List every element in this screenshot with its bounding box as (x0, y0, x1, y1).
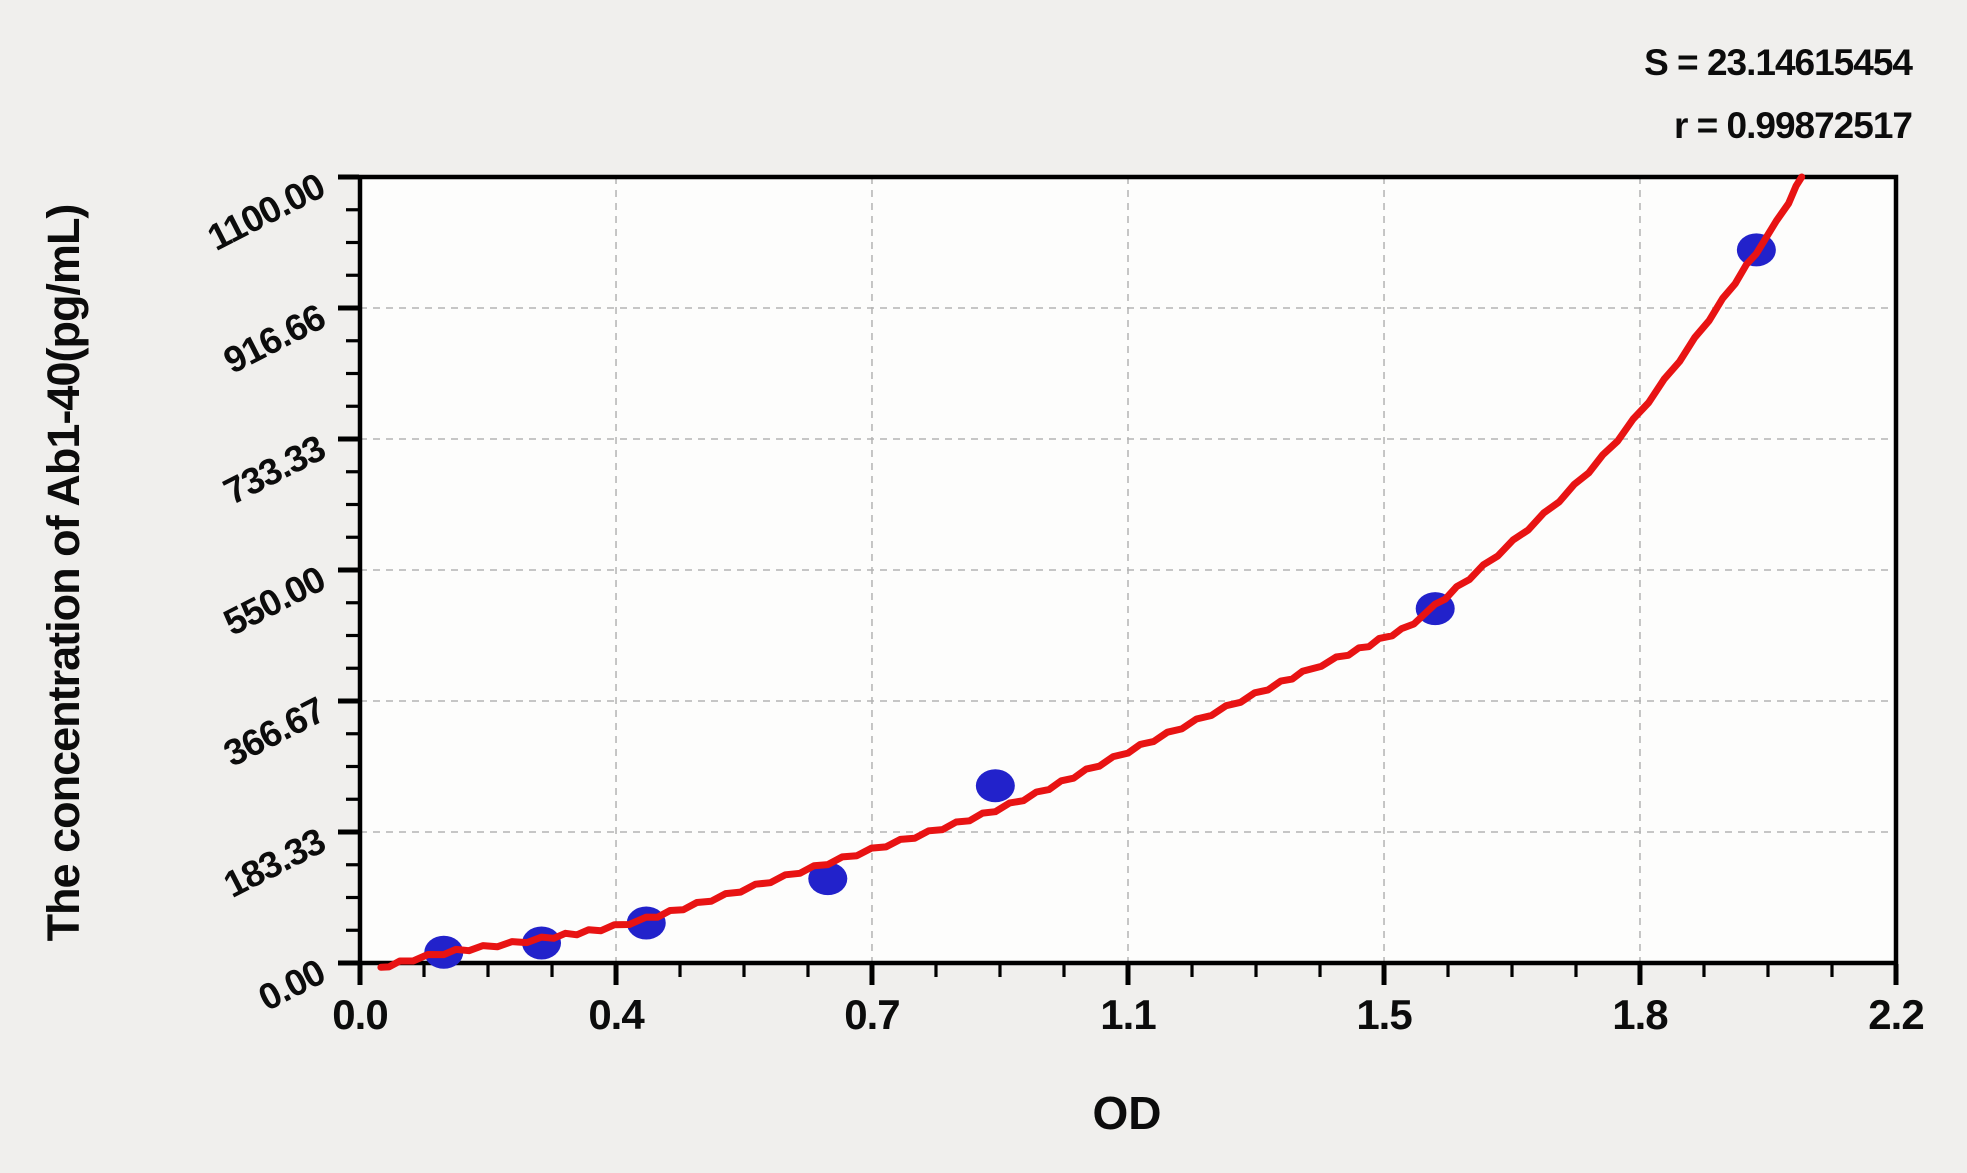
stat-r-value: r = 0.99872517 (1673, 104, 1913, 146)
stat-s-value: S = 23.14615454 (1644, 42, 1913, 83)
x-axis-title: OD (1092, 1087, 1162, 1139)
data-point (975, 769, 1015, 803)
fitted-curve (377, 173, 1806, 971)
data-point (808, 862, 848, 896)
plot-border (357, 174, 1899, 966)
fit-statistics: S = 23.14615454 r = 0.99872517 (1644, 32, 1913, 158)
